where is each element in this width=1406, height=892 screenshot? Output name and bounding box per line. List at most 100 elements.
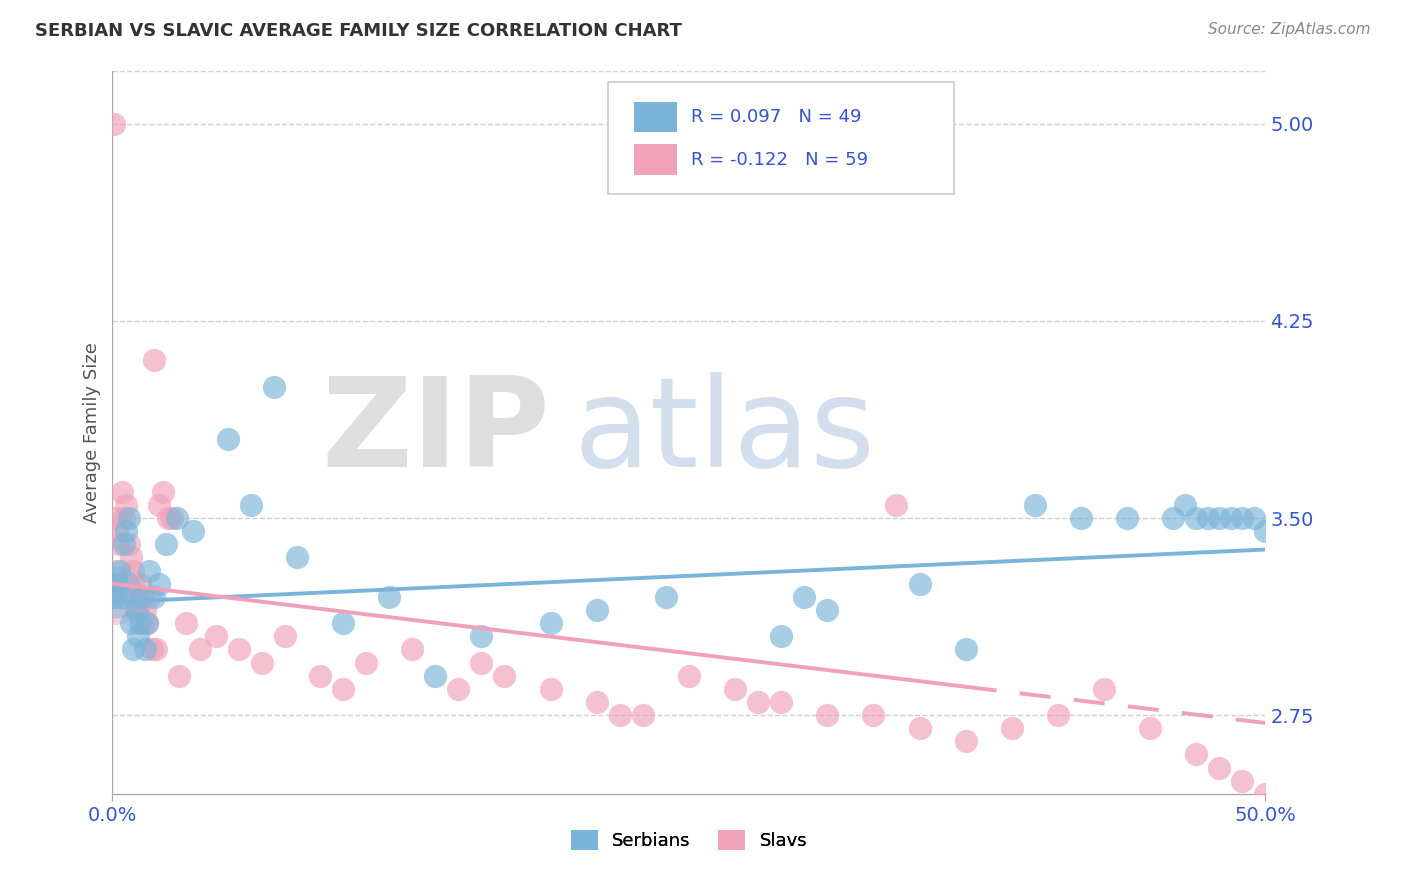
Point [108,537,131,551]
Point [1092,681,1115,696]
Point [124,603,146,617]
Point [1219,511,1241,525]
Point [678,668,700,682]
Point [470,629,492,643]
Point [274,629,297,643]
Point [332,681,354,696]
Text: SERBIAN VS SLAVIC AVERAGE FAMILY SIZE CORRELATION CHART: SERBIAN VS SLAVIC AVERAGE FAMILY SIZE CO… [35,22,682,40]
Point [104,584,127,599]
Text: ZIP: ZIP [322,372,551,493]
Point [815,708,838,723]
Point [124,590,146,604]
Point [770,629,793,643]
Point [104,590,127,604]
Point [1197,511,1219,525]
Point [120,616,142,631]
Text: R = 0.097   N = 49: R = 0.097 N = 49 [692,108,862,126]
Point [955,642,977,657]
Point [1116,511,1139,525]
Point [862,708,884,723]
Point [136,616,159,631]
Point [115,524,138,538]
Point [188,642,211,657]
Point [112,537,135,551]
Point [141,642,163,657]
Point [143,590,166,604]
Legend: Serbians, Slavs: Serbians, Slavs [564,822,814,857]
Point [1185,511,1208,525]
Point [655,590,678,604]
Point [1185,747,1208,762]
Point [131,590,153,604]
Point [228,642,250,657]
Point [117,511,139,525]
Point [105,524,128,538]
Point [239,498,262,512]
Point [1243,511,1265,525]
Point [1232,511,1254,525]
Point [112,511,135,525]
Point [111,484,134,499]
Point [609,708,631,723]
Point [263,379,285,393]
Point [540,681,562,696]
Y-axis label: Average Family Size: Average Family Size [83,343,101,523]
Point [127,629,149,643]
Point [122,564,145,578]
Point [155,537,177,551]
Point [1139,721,1161,735]
Point [815,603,838,617]
Point [540,616,562,631]
Point [1174,498,1197,512]
Point [122,642,145,657]
Point [1232,773,1254,788]
Point [1208,511,1230,525]
Point [1001,721,1024,735]
Point [156,511,179,525]
Point [908,576,931,591]
Point [148,498,170,512]
Point [1046,708,1069,723]
Point [252,656,274,670]
Point [108,564,131,578]
FancyBboxPatch shape [609,82,955,194]
Point [134,642,156,657]
Point [1208,761,1230,775]
Point [908,721,931,735]
Point [181,524,204,538]
Text: Source: ZipAtlas.com: Source: ZipAtlas.com [1208,22,1371,37]
Text: R = -0.122   N = 59: R = -0.122 N = 59 [692,151,869,169]
Point [148,576,170,591]
Point [1024,498,1046,512]
Point [401,642,423,657]
Point [378,590,401,604]
Point [105,576,128,591]
Point [103,584,125,599]
Point [425,668,447,682]
Point [793,590,815,604]
Point [174,616,197,631]
Point [470,656,492,670]
Point [447,681,470,696]
Point [747,695,769,709]
Point [129,616,152,631]
Point [134,603,156,617]
Point [115,498,138,512]
Point [152,484,174,499]
Point [631,708,654,723]
Point [332,616,354,631]
Point [162,511,184,525]
Point [217,432,239,446]
Point [129,576,152,591]
Point [724,681,747,696]
Bar [634,145,678,175]
Point [585,603,607,617]
Point [886,498,908,512]
Point [309,668,332,682]
Point [1254,787,1277,801]
Point [585,695,607,709]
Point [169,668,191,682]
Point [138,564,160,578]
Point [955,734,977,748]
Point [1161,511,1184,525]
